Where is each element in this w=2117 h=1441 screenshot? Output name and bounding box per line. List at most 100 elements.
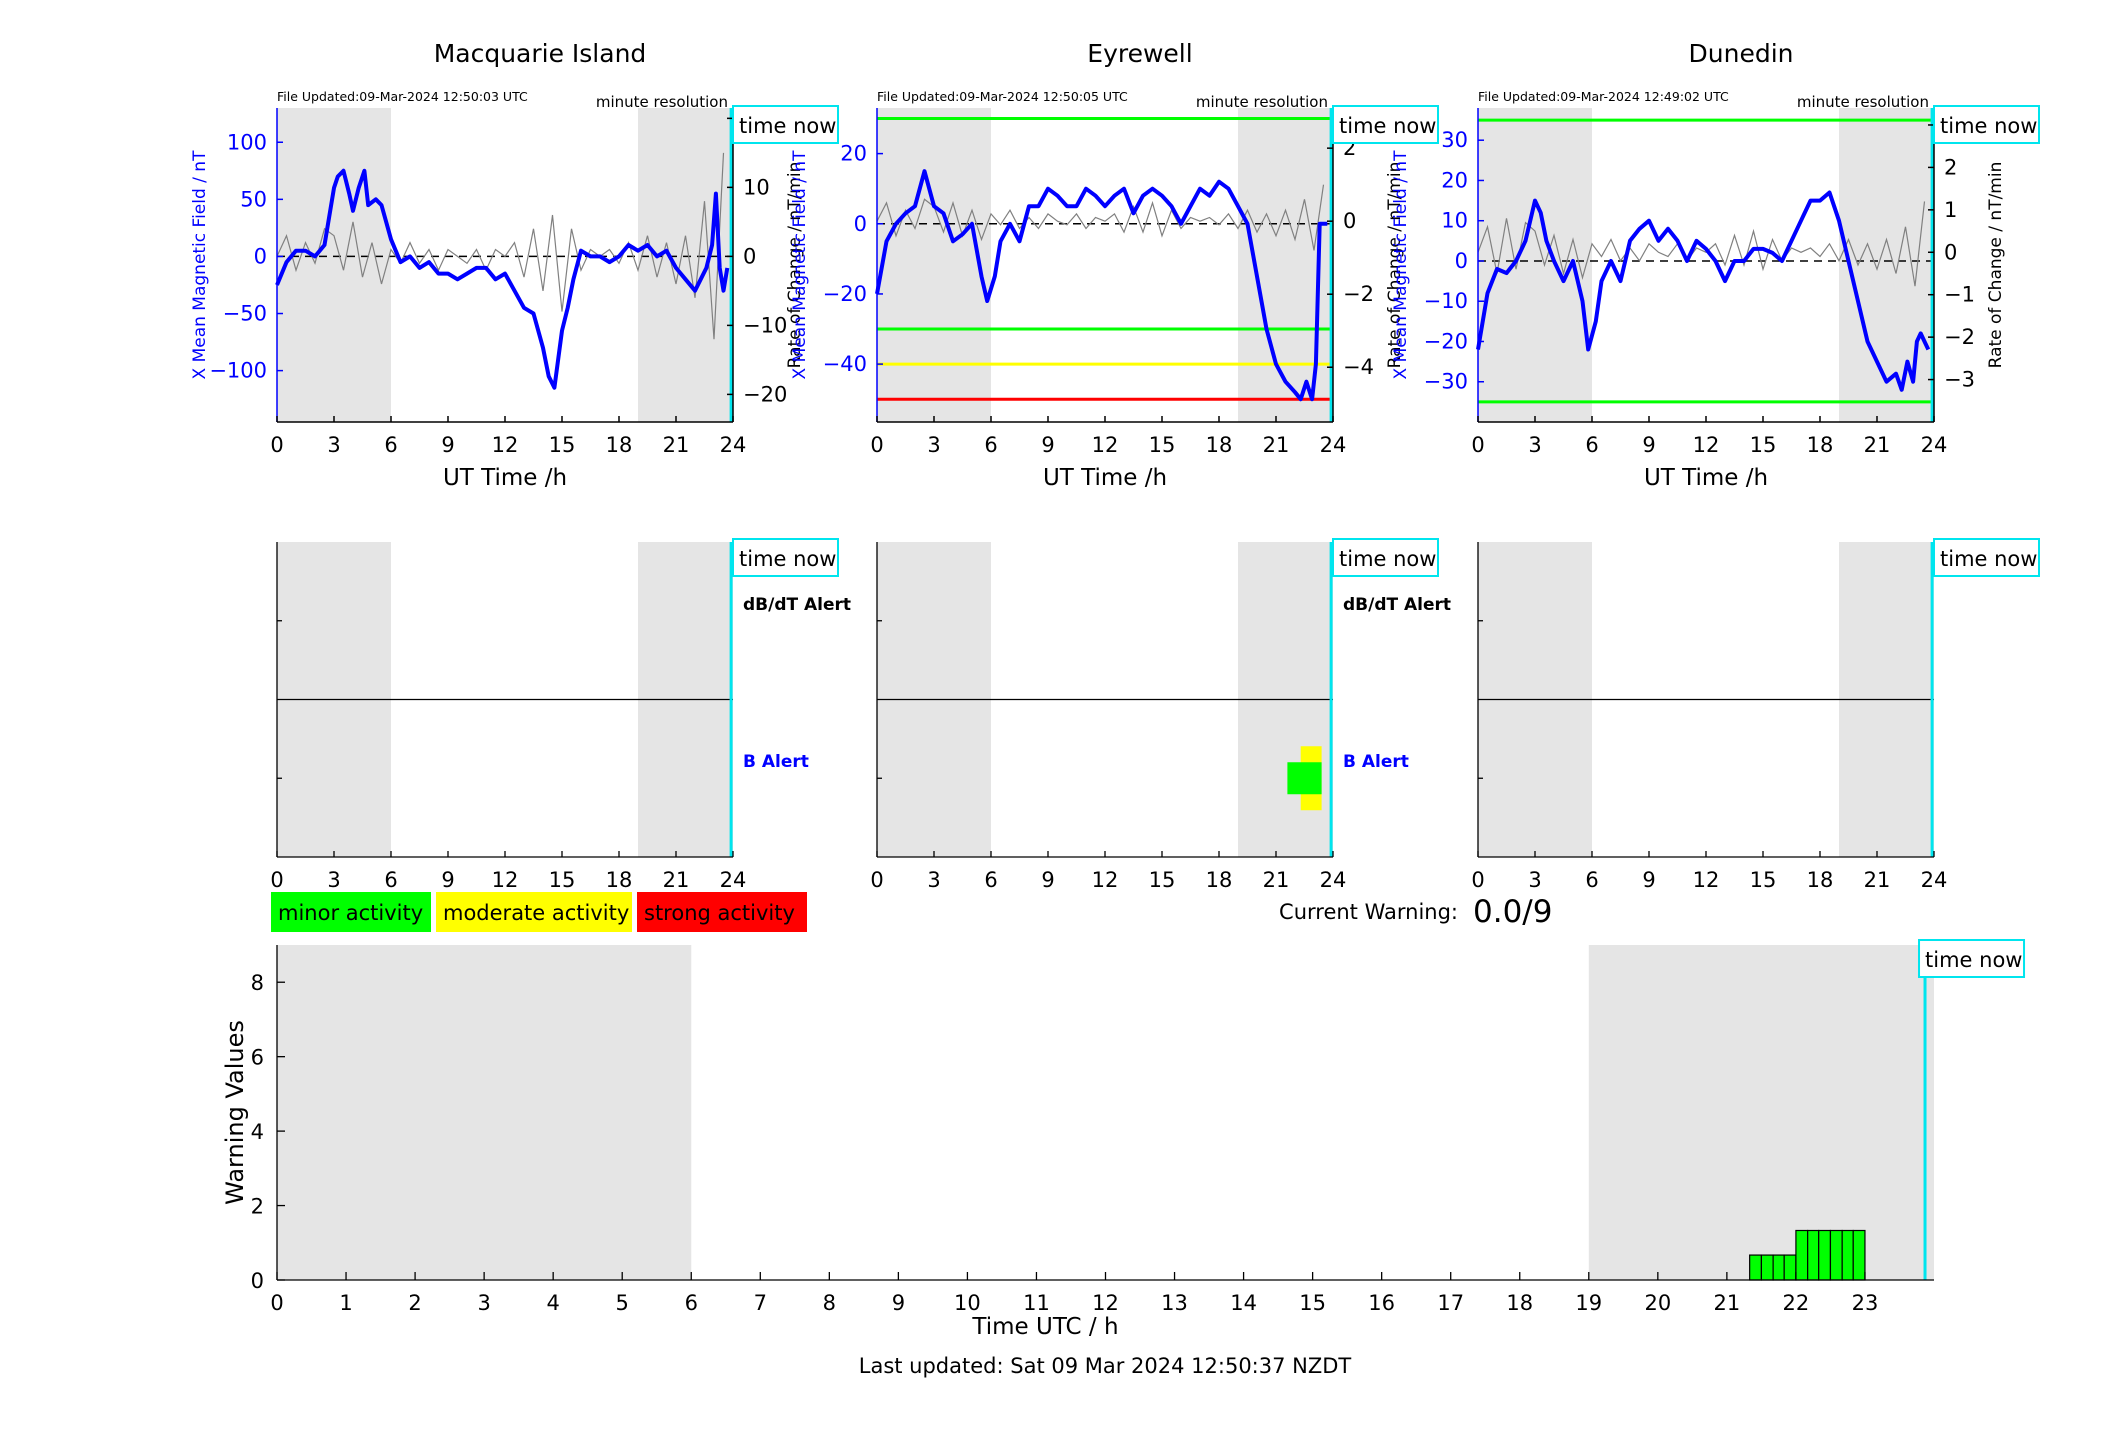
chart-0-y2tick-label: 10 [743,175,770,199]
chart-0-field-line [275,168,730,390]
chart-2-xtick-label: 0 [1471,433,1484,457]
chart-1-xtick-label: 24 [1320,433,1347,457]
current-warning-value: 0.0/9 [1473,894,1552,930]
chart-1-ytick-label: 0 [854,212,867,236]
alert-panel-2-xtick-label: 0 [1471,868,1484,892]
legend-strong-activity-swatch [637,892,807,932]
alert-panel-1-xtick-label: 24 [1320,868,1347,892]
alert-panel-0-time-now-label-box [732,538,839,577]
warning-bar [1841,1229,1854,1281]
warning-xtick-label: 7 [754,1291,767,1315]
chart-0-ytick-label: −100 [209,359,267,383]
chart-2-xtick-label: 21 [1864,433,1891,457]
warning-xtick-label: 6 [685,1291,698,1315]
chart-2-xtick-label: 3 [1528,433,1541,457]
chart-1-night-shade [877,108,991,422]
warning-night-shade [1588,945,1934,1280]
alert-panel-2-xtick-label: 18 [1807,868,1834,892]
alert-panel-0-xtick-label: 9 [441,868,454,892]
chart-1-xtick-label: 15 [1149,433,1176,457]
warning-bar [1829,1229,1843,1281]
chart-0-ytick-label: 50 [240,187,267,211]
chart-2-ytick-label: 0 [1455,249,1468,273]
warning-xtick-label: 19 [1575,1291,1602,1315]
warning-bar [1795,1229,1809,1281]
chart-2-minute-resolution: minute resolution [1797,93,1929,111]
alert-panel-1-xtick-label: 6 [984,868,997,892]
alert-panel-0-xtick-label: 24 [720,868,747,892]
alert-panel-0-xtick-label: 6 [384,868,397,892]
chart-1-xtick-label: 18 [1206,433,1233,457]
alert-panel-1-time-now-label: time now [1339,547,1436,571]
warning-xtick-label: 5 [616,1291,629,1315]
warning-bar [1772,1254,1785,1281]
alert-panel-1-alert-minor [1287,762,1322,795]
warning-night-shade [277,945,692,1280]
chart-0-night-shade [277,108,391,422]
chart-1-xtick-label: 9 [1041,433,1054,457]
alert-panel-0-xtick-label: 18 [606,868,633,892]
chart-0-xtick-label: 6 [384,433,397,457]
alert-panel-1-xtick-label: 3 [927,868,940,892]
chart-0-ytick-label: −50 [223,302,267,326]
alert-panel-0-time-now-label: time now [739,547,836,571]
warning-xtick-label: 16 [1368,1291,1395,1315]
legend-moderate-activity-swatch [436,892,632,932]
last-updated: Last updated: Sat 09 Mar 2024 12:50:37 N… [859,1354,1352,1378]
chart-2-ytick-label: 30 [1441,128,1468,152]
legend-minor-activity-label: minor activity [278,901,423,925]
chart-2-xtick-label: 12 [1693,433,1720,457]
alert-panel-0-xtick-label: 3 [327,868,340,892]
warning-bar [1783,1254,1797,1281]
chart-0-xtick-label: 21 [663,433,690,457]
chart-2-ylabel: X Mean Magnetic Field / nT [1391,150,1411,380]
warning-xtick-label: 1 [339,1291,352,1315]
chart-1-xtick-label: 0 [870,433,883,457]
chart-2-xtick-label: 9 [1642,433,1655,457]
chart-1-ytick-label: −40 [823,352,867,376]
alert-panel-1-b-alert-label: B Alert [1343,752,1409,772]
alert-panel-1-xtick-label: 9 [1041,868,1054,892]
chart-0-ytick-label: 100 [227,130,267,154]
warning-xtick-label: 22 [1783,1291,1810,1315]
chart-1-xtick-label: 6 [984,433,997,457]
warning-time-now-label-box [1918,939,2026,978]
chart-2-xlabel: UT Time /h [1644,465,1768,491]
warning-xtick-label: 17 [1437,1291,1464,1315]
alert-panel-1-xtick-label: 0 [870,868,883,892]
warning-xtick-label: 0 [270,1291,283,1315]
warning-ytick-label: 8 [251,971,264,995]
chart-0-ytick-label: 0 [254,244,267,268]
chart-1-y2tick-label: −2 [1343,282,1374,306]
legend-minor-activity-swatch [271,892,431,932]
alert-panel-2-xtick-label: 12 [1693,868,1720,892]
alert-panel-0-b-alert-label: B Alert [743,752,809,772]
chart-1-xtick-label: 3 [927,433,940,457]
warning-ytick-label: 2 [251,1195,264,1219]
warning-xtick-label: 20 [1644,1291,1671,1315]
chart-2-y2tick-label: 1 [1944,198,1957,222]
alert-panel-2-xtick-label: 9 [1642,868,1655,892]
warning-xtick-label: 21 [1714,1291,1741,1315]
warning-xtick-label: 23 [1852,1291,1879,1315]
alert-panel-2-time-now-label: time now [1940,547,2037,571]
chart-1-field-line [875,169,1328,402]
chart-0-xtick-label: 12 [492,433,519,457]
chart-0-xtick-label: 3 [327,433,340,457]
warning-xtick-label: 2 [408,1291,421,1315]
chart-0-xlabel: UT Time /h [443,465,567,491]
chart-0-y2tick-label: 0 [743,244,756,268]
alert-panel-2-xtick-label: 6 [1585,868,1598,892]
warning-xtick-label: 12 [1092,1291,1119,1315]
chart-1-ytick-label: 20 [840,142,867,166]
chart-1-time-now-label: time now [1339,114,1436,138]
chart-0-xtick-label: 18 [606,433,633,457]
alert-panel-2-xtick-label: 3 [1528,868,1541,892]
warning-bar [1760,1254,1774,1281]
chart-2-ytick-label: 10 [1441,209,1468,233]
warning-bar [1807,1229,1820,1281]
chart-0-time-now-label: time now [739,114,836,138]
alert-panel-1-xtick-label: 15 [1149,868,1176,892]
legend-moderate-activity-label: moderate activity [443,901,629,925]
